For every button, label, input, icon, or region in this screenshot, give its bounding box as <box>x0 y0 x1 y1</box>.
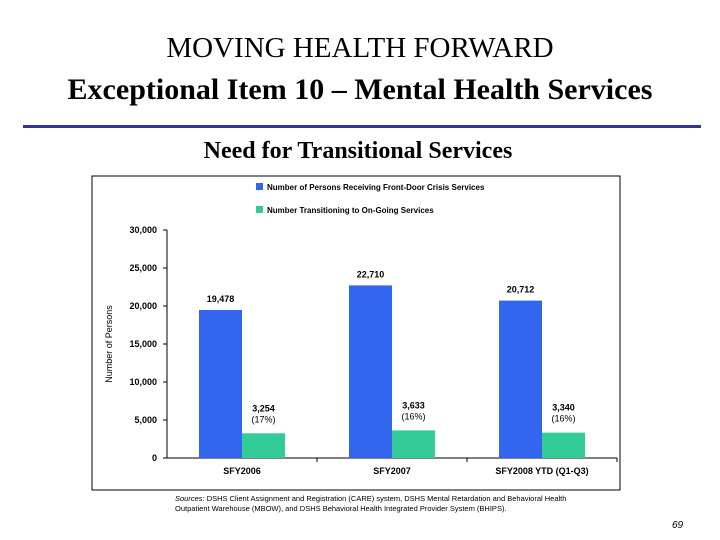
legend-label: Number of Persons Receiving Front-Door C… <box>267 183 485 192</box>
data-label: (16%) <box>401 411 425 421</box>
data-label: 19,478 <box>207 294 235 304</box>
data-label: (17%) <box>251 414 275 424</box>
page-number: 69 <box>672 520 684 531</box>
data-label: 3,340 <box>552 403 575 413</box>
sources-note: Sources: DSHS Client Assignment and Regi… <box>175 494 595 514</box>
legend-swatch <box>256 183 263 190</box>
bar-series-2 <box>542 432 585 458</box>
sources-text: DSHS Client Assignment and Registration … <box>175 494 567 513</box>
x-tick-label: SFY2008 YTD (Q1-Q3) <box>495 466 588 476</box>
y-tick-label: 25,000 <box>129 263 157 273</box>
data-label: 3,254 <box>252 403 275 413</box>
bar-series-1 <box>349 285 392 458</box>
chart-title: Need for Transitional Services <box>203 138 513 164</box>
bar-series-1 <box>199 309 242 458</box>
data-label: 20,712 <box>507 285 535 295</box>
y-tick-label: 10,000 <box>129 377 157 387</box>
data-label: (16%) <box>551 414 575 424</box>
plot-area: 0 5,000 10,000 15,000 20,000 25,000 30,000 Numb… <box>104 225 618 476</box>
y-axis-label: Number of Persons <box>104 305 114 383</box>
legend-label: Number Transitioning to On-Going Service… <box>267 206 434 215</box>
sources-label: Sources: <box>175 494 205 503</box>
title-divider <box>23 125 701 128</box>
y-tick-label: 20,000 <box>129 301 157 311</box>
y-tick-label: 30,000 <box>129 225 157 235</box>
data-label: 3,633 <box>402 400 425 410</box>
slide-title: MOVING HEALTH FORWARD <box>166 32 554 64</box>
chart-legend: Number of Persons Receiving Front-Door C… <box>256 183 485 215</box>
y-tick-label: 15,000 <box>129 339 157 349</box>
bar-series-2 <box>242 433 285 458</box>
x-tick-label: SFY2006 <box>223 466 261 476</box>
bar-series-2 <box>392 430 435 458</box>
slide-heading: Exceptional Item 10 – Mental Health Serv… <box>67 73 653 106</box>
y-tick-label: 0 <box>152 453 157 463</box>
chart-frame <box>91 175 621 491</box>
data-label: 22,710 <box>357 269 385 279</box>
legend-swatch <box>256 206 263 213</box>
x-tick-label: SFY2007 <box>373 466 411 476</box>
y-tick-label: 5,000 <box>134 415 157 425</box>
bar-series-1 <box>499 300 542 458</box>
